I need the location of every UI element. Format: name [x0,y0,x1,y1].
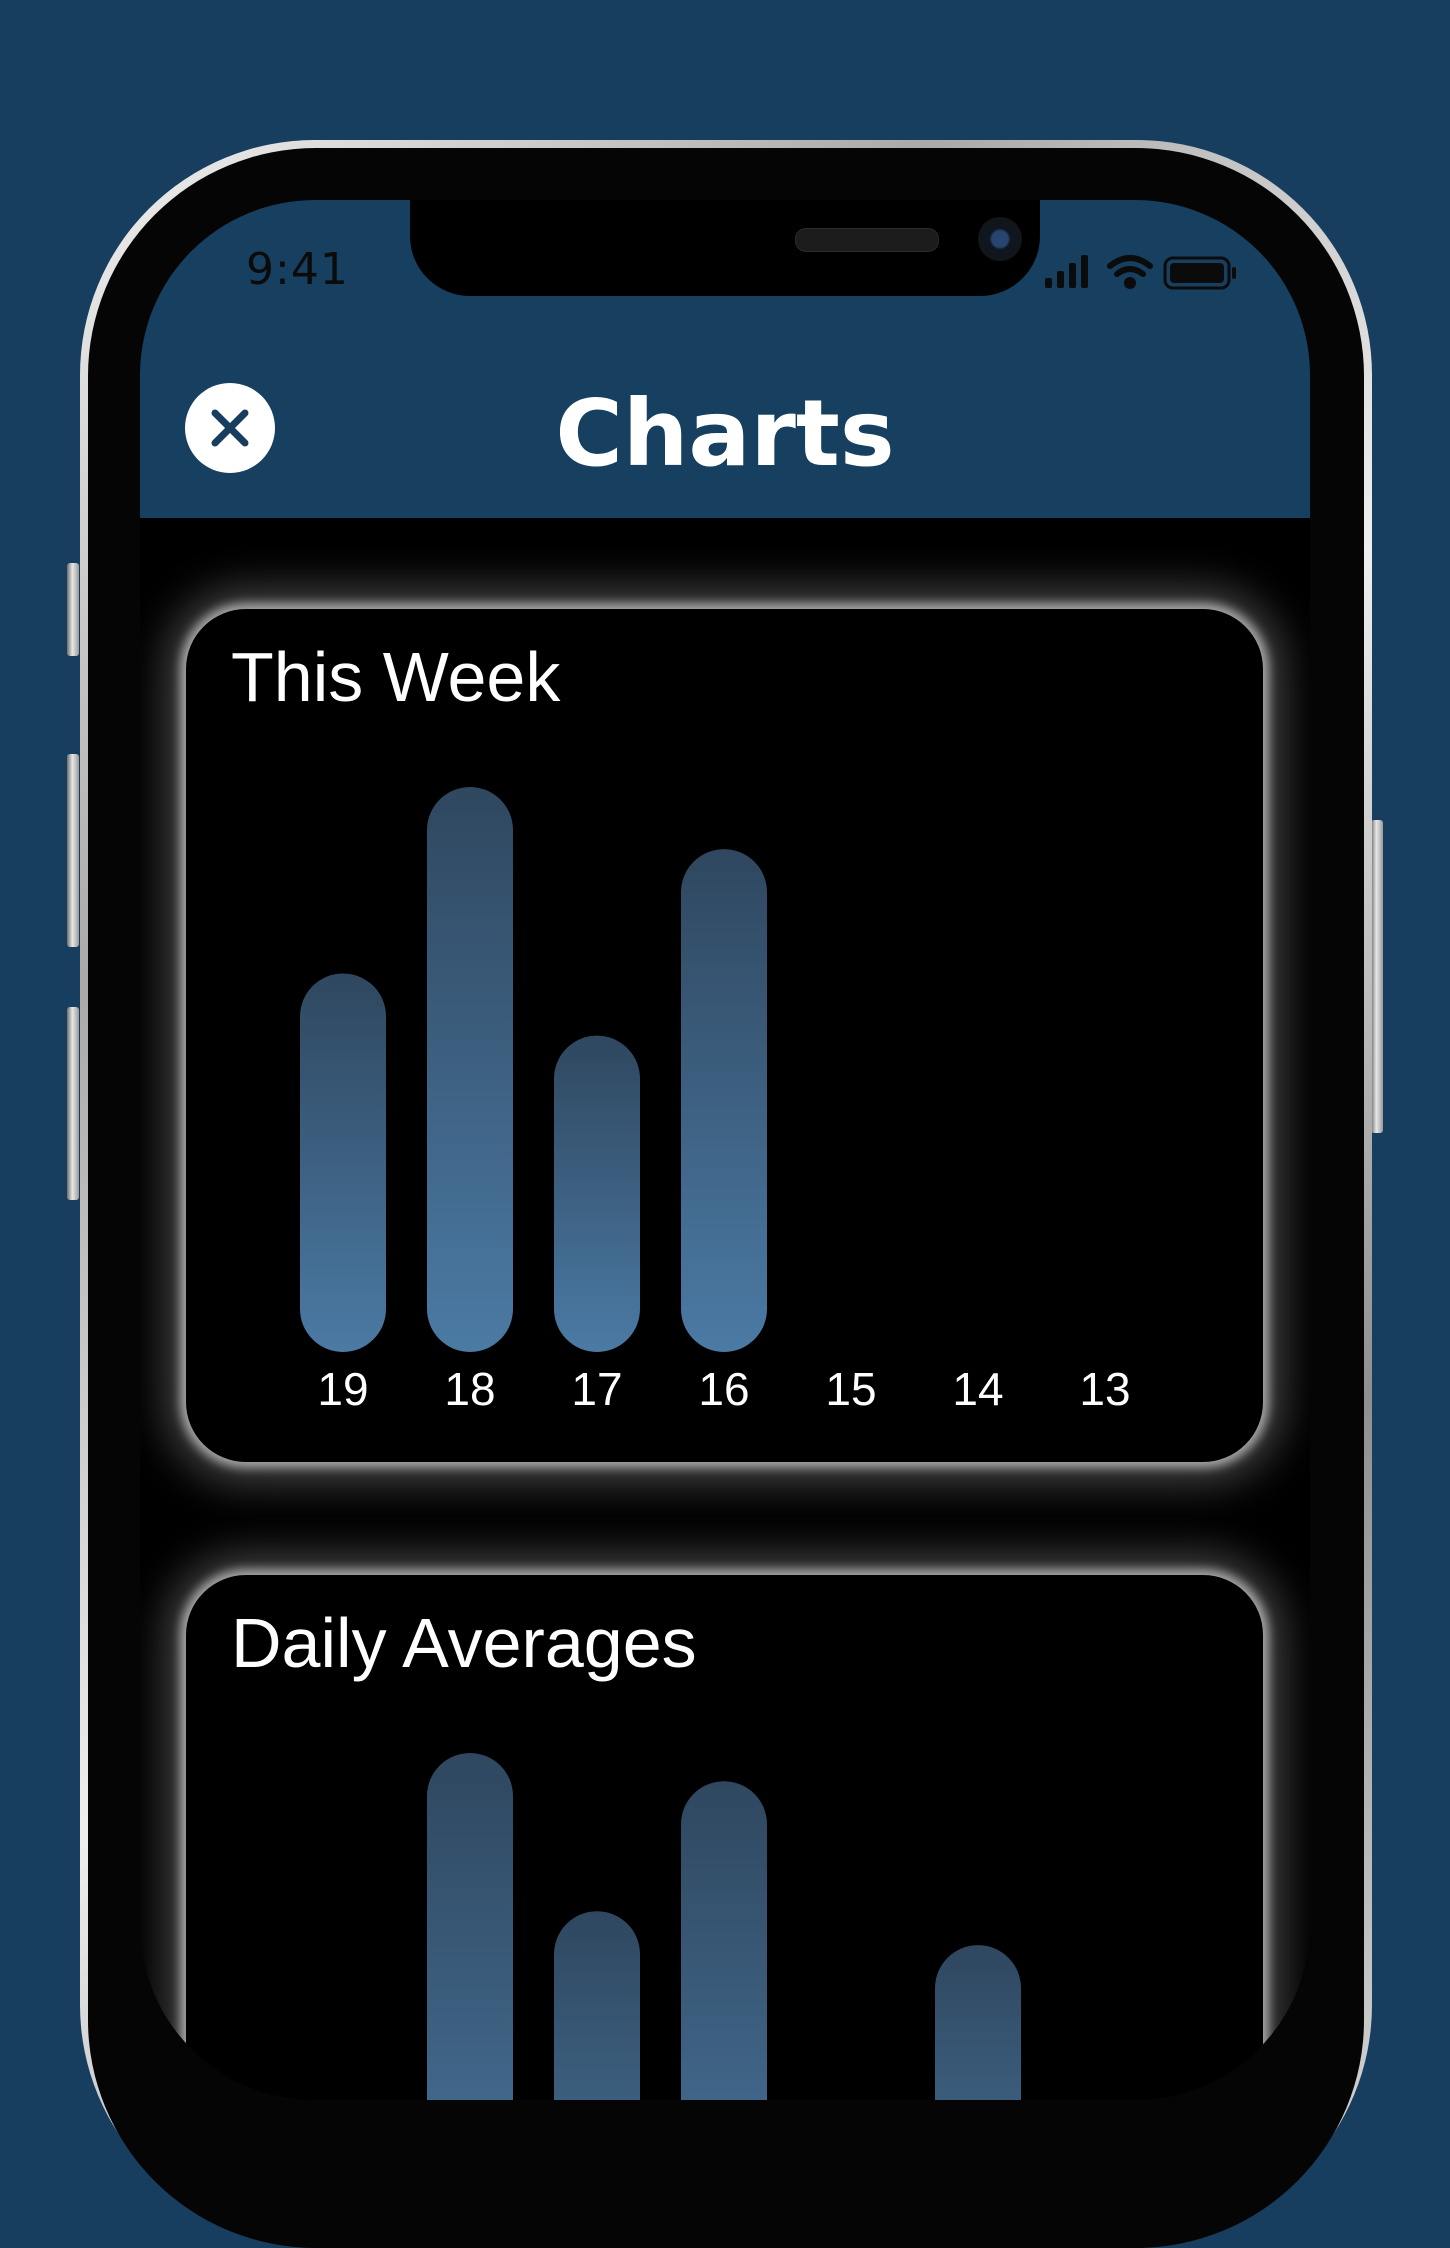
silent-switch [67,563,79,656]
bar-0 [300,973,386,1352]
bar-1 [427,1753,513,2100]
volume-down-button [67,1007,79,1200]
x-tick-label: 17 [571,1363,622,1415]
power-button [1371,820,1383,1133]
daily-averages-chart [427,1753,1021,2100]
x-tick-label: 18 [444,1363,495,1415]
battery-icon [1163,256,1236,290]
x-tick-label: 14 [952,1363,1003,1415]
x-tick-label: 16 [698,1363,749,1415]
bar-2 [554,1035,640,1352]
page-title: Charts [555,380,895,487]
x-tick-label: 15 [825,1363,876,1415]
bar-1 [427,787,513,1352]
bar-5 [935,1945,1021,2100]
close-button[interactable] [185,383,275,473]
this-week-chart: 19 18 17 16 15 14 13 [300,787,1131,1415]
x-tick-label: 13 [1079,1363,1130,1415]
bar-2 [554,1911,640,2100]
navigation-bar: 9:41 Charts [140,200,1310,518]
close-icon [211,409,249,447]
status-time: 9:41 [246,244,349,295]
this-week-title: This Week [231,638,561,716]
bar-3 [681,849,767,1352]
phone-screen: 9:41 Charts [140,200,1310,2100]
bar-3 [681,1781,767,2100]
daily-averages-title: Daily Averages [231,1604,697,1682]
wifi-icon [1107,255,1153,289]
daily-averages-card: Daily Averages [186,1575,1263,2100]
this-week-card: This Week 19 18 17 16 15 14 13 [186,609,1263,1462]
front-camera [978,217,1022,261]
speaker-grille [795,228,939,252]
cellular-signal-icon [1045,255,1088,288]
notch [410,200,1040,296]
status-icons [1045,255,1236,290]
volume-up-button [67,754,79,947]
x-tick-label: 19 [317,1363,368,1415]
